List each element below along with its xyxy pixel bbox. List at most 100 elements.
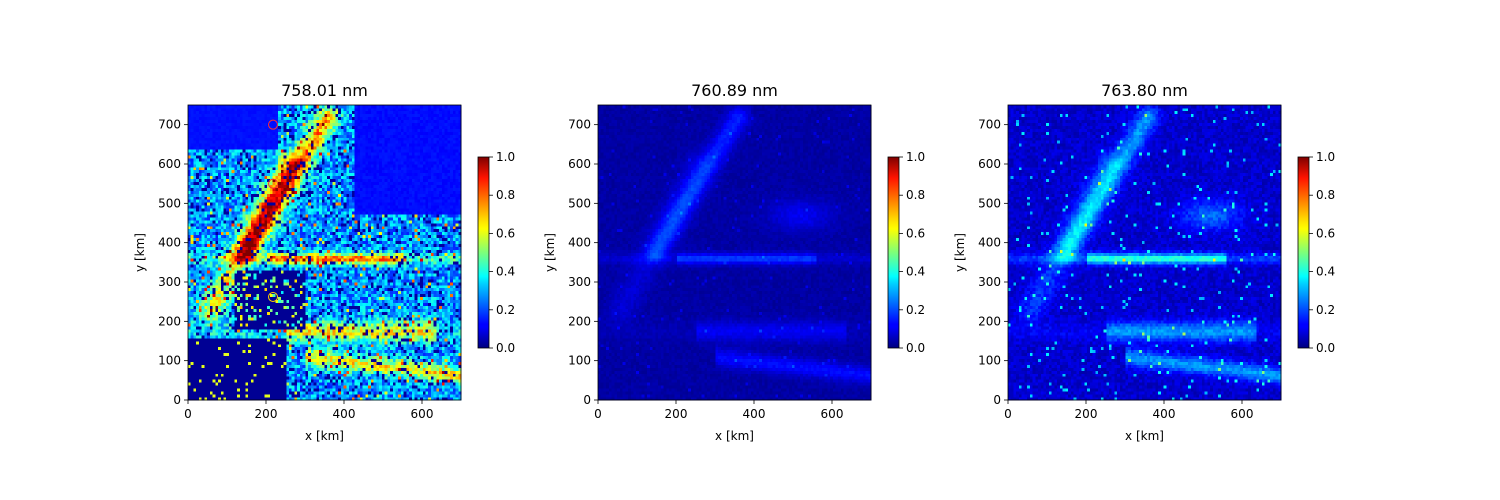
heatmap-cell: [213, 291, 216, 294]
heatmap-cell: [196, 173, 199, 176]
heatmap-cell: [202, 347, 205, 350]
heatmap-cell: [196, 244, 199, 247]
heatmap-cell: [188, 217, 191, 220]
heatmap-cell: [191, 137, 194, 140]
heatmap-cell: [199, 179, 202, 182]
heatmap-cell: [199, 350, 202, 353]
heatmap-cell: [196, 137, 199, 140]
heatmap-cell: [191, 196, 194, 199]
heatmap-cell: [213, 143, 216, 146]
heatmap-cell: [193, 244, 196, 247]
heatmap-cell: [207, 320, 210, 323]
heatmap-cell: [202, 344, 205, 347]
heatmap-cell: [202, 170, 205, 173]
heatmap-cell: [204, 373, 207, 376]
heatmap-cell: [204, 376, 207, 379]
heatmap-cell: [188, 250, 191, 253]
heatmap-cell: [199, 376, 202, 379]
heatmap-cell: [193, 261, 196, 264]
heatmap-cell: [210, 312, 213, 315]
heatmap-cell: [210, 391, 213, 394]
heatmap-cell: [207, 297, 210, 300]
heatmap-cell: [204, 114, 207, 117]
heatmap-cell: [204, 143, 207, 146]
heatmap-cell: [204, 241, 207, 244]
heatmap-cell: [193, 291, 196, 294]
heatmap-cell: [196, 191, 199, 194]
heatmap-cell: [191, 108, 194, 111]
heatmap-cell: [196, 282, 199, 285]
heatmap-cell: [188, 391, 191, 394]
heatmap-cell: [193, 303, 196, 306]
heatmap-cell: [202, 164, 205, 167]
heatmap-cell: [213, 176, 216, 179]
heatmap-cell: [193, 114, 196, 117]
heatmap-cell: [193, 270, 196, 273]
heatmap-cell: [196, 332, 199, 335]
heatmap-cell: [213, 373, 216, 376]
heatmap-cell: [207, 152, 210, 155]
heatmap-cell: [213, 199, 216, 202]
heatmap-cell: [196, 356, 199, 359]
heatmap-cell: [196, 179, 199, 182]
heatmap-cell: [193, 264, 196, 267]
heatmap-cell: [204, 188, 207, 191]
heatmap-cell: [188, 365, 191, 368]
heatmap-cell: [204, 264, 207, 267]
heatmap-cell: [204, 279, 207, 282]
heatmap-cell: [191, 359, 194, 362]
heatmap-cell: [188, 196, 191, 199]
heatmap-cell: [193, 220, 196, 223]
heatmap-cell: [210, 329, 213, 332]
heatmap-cell: [191, 341, 194, 344]
heatmap-cell: [207, 149, 210, 152]
heatmap-cell: [188, 379, 191, 382]
heatmap-cell: [202, 137, 205, 140]
heatmap-cell: [199, 276, 202, 279]
heatmap-cell: [193, 223, 196, 226]
heatmap-cells: [188, 105, 461, 400]
heatmap-cell: [191, 173, 194, 176]
heatmap-cell: [202, 326, 205, 329]
heatmap-cell: [204, 347, 207, 350]
heatmap-cell: [191, 353, 194, 356]
heatmap-cell: [191, 350, 194, 353]
heatmap-cell: [207, 173, 210, 176]
heatmap-cell: [207, 214, 210, 217]
heatmap-cell: [210, 270, 213, 273]
heatmap-cell: [193, 347, 196, 350]
heatmap-cell: [193, 282, 196, 285]
heatmap-cell: [207, 288, 210, 291]
heatmap-cell: [191, 229, 194, 232]
heatmap-cell: [204, 238, 207, 241]
heatmap-cell: [210, 194, 213, 197]
heatmap-cell: [196, 185, 199, 188]
heatmap-cell: [213, 309, 216, 312]
heatmap-cell: [204, 217, 207, 220]
heatmap-cell: [199, 300, 202, 303]
heatmap-cell: [202, 267, 205, 270]
heatmap-cell: [210, 137, 213, 140]
heatmap-cell: [199, 394, 202, 397]
heatmap-cell: [213, 385, 216, 388]
heatmap-cell: [193, 250, 196, 253]
heatmap-cell: [204, 356, 207, 359]
heatmap-cell: [193, 117, 196, 120]
heatmap-cell: [213, 179, 216, 182]
heatmap-cell: [199, 185, 202, 188]
heatmap-cell: [210, 368, 213, 371]
heatmap-cell: [207, 194, 210, 197]
heatmap-cell: [199, 226, 202, 229]
heatmap-cell: [193, 344, 196, 347]
heatmap-cell: [193, 199, 196, 202]
heatmap-cell: [188, 182, 191, 185]
heatmap-cell: [202, 155, 205, 158]
heatmap-cell: [207, 253, 210, 256]
heatmap-cell: [199, 158, 202, 161]
heatmap-cell: [204, 309, 207, 312]
heatmap-cell: [193, 143, 196, 146]
heatmap-cell: [213, 202, 216, 205]
heatmap-cell: [210, 132, 213, 135]
heatmap-cell: [191, 326, 194, 329]
heatmap-cell: [191, 250, 194, 253]
